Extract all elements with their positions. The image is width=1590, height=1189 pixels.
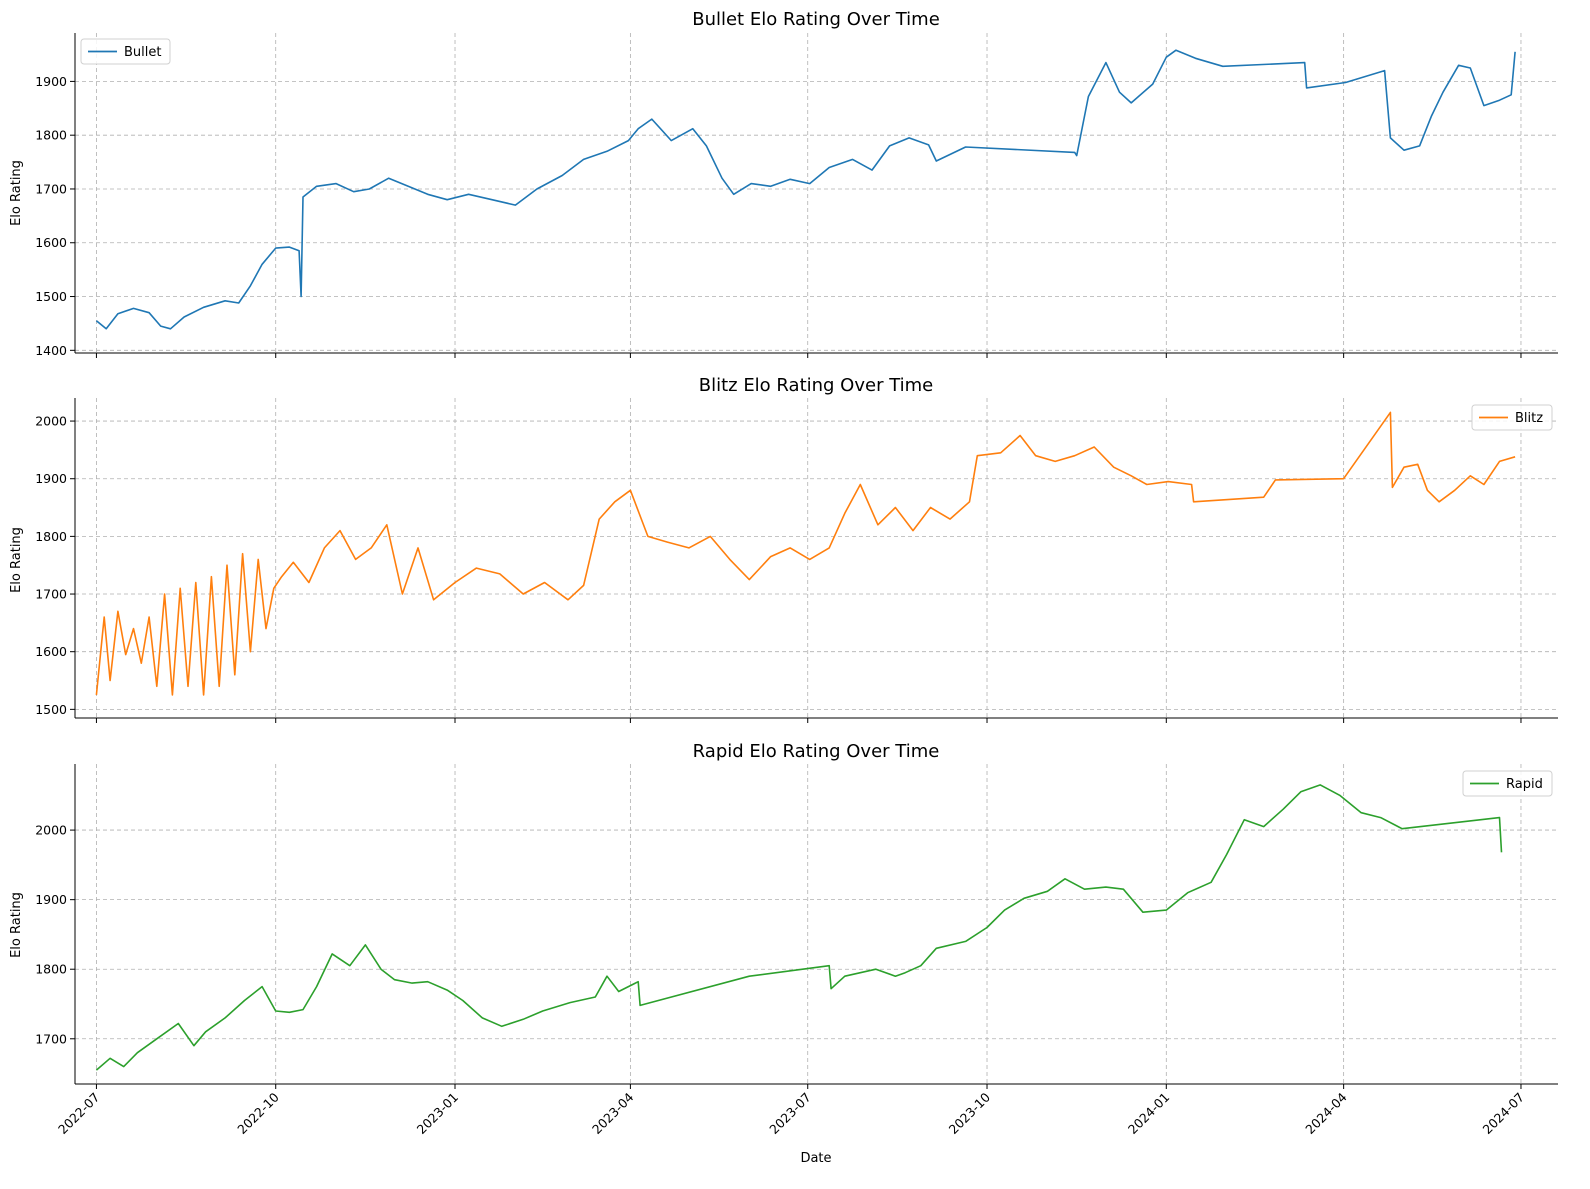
bullet-ytick-label: 1400 xyxy=(35,343,67,358)
blitz-ytick-label: 1900 xyxy=(35,471,67,486)
blitz-ytick-label: 1700 xyxy=(35,587,67,602)
xtick-label: 2023-07 xyxy=(766,1090,814,1138)
bullet-axes: 1400 1500 1600 1700 1800 1900 xyxy=(35,33,1558,358)
bullet-ytick-label: 1600 xyxy=(35,235,67,250)
rapid-ytick-label: 1800 xyxy=(35,962,67,977)
rapid-ylabel: Elo Rating xyxy=(9,892,24,958)
bullet-ylabel: Elo Rating xyxy=(9,160,24,226)
blitz-ytick-label: 1600 xyxy=(35,644,67,659)
rapid-panel: Rapid Elo Rating Over Time 2022-07 2022-1… xyxy=(9,741,1558,1137)
bullet-grid xyxy=(75,33,1558,353)
xtick-label: 2023-04 xyxy=(589,1089,637,1137)
xtick-label: 2024-07 xyxy=(1480,1090,1528,1138)
rapid-ytick-label: 2000 xyxy=(35,823,67,838)
xtick-label: 2023-10 xyxy=(946,1089,994,1137)
rapid-line-layer xyxy=(95,784,1503,1071)
xtick-label: 2024-04 xyxy=(1302,1089,1350,1137)
rapid-legend[interactable]: Rapid xyxy=(1462,770,1553,797)
blitz-ylabel: Elo Rating xyxy=(9,527,24,593)
rapid-ytick-label: 1900 xyxy=(35,892,67,907)
blitz-ytick-label: 2000 xyxy=(35,414,67,429)
bullet-ytick-label: 1900 xyxy=(35,74,67,89)
blitz-ytick-label: 1800 xyxy=(35,529,67,544)
blitz-ytick-label: 1500 xyxy=(35,702,67,717)
blitz-axes: 1500 1600 1700 1800 1900 2000 xyxy=(35,398,1558,723)
xtick-label: 2022-07 xyxy=(55,1090,103,1138)
blitz-legend-box xyxy=(1471,404,1553,431)
blitz-title: Blitz Elo Rating Over Time xyxy=(699,375,934,396)
rapid-series-line xyxy=(95,784,1503,1071)
blitz-panel: Blitz Elo Rating Over Time 1500160017001… xyxy=(9,375,1558,723)
xtick-label: 2023-01 xyxy=(414,1090,462,1138)
bullet-ytick-label: 1700 xyxy=(35,181,67,196)
blitz-line-layer xyxy=(95,411,1516,696)
bullet-title: Bullet Elo Rating Over Time xyxy=(692,9,940,30)
rapid-grid xyxy=(75,764,1558,1084)
bullet-legend-label: Bullet xyxy=(124,45,161,60)
rapid-title: Rapid Elo Rating Over Time xyxy=(693,741,940,762)
bullet-panel: Bullet Elo Rating Over Time 1400 1500 1600… xyxy=(9,9,1558,358)
rapid-legend-box xyxy=(1462,770,1553,797)
rapid-ytick-label: 1700 xyxy=(35,1031,67,1046)
bullet-line-layer xyxy=(95,49,1516,330)
bullet-legend-box xyxy=(80,38,171,65)
blitz-legend[interactable]: Blitz xyxy=(1471,404,1553,431)
bullet-legend[interactable]: Bullet xyxy=(80,38,171,65)
rapid-axes: 2022-07 2022-10 2023-01 2023-04 2023-07 2023-… xyxy=(35,764,1558,1137)
x-axis-label: Date xyxy=(800,1151,831,1166)
blitz-grid xyxy=(75,398,1558,718)
bullet-ytick-label: 1800 xyxy=(35,128,67,143)
xtick-label: 2024-01 xyxy=(1125,1090,1173,1138)
bullet-series-line xyxy=(95,49,1516,330)
rapid-legend-label: Rapid xyxy=(1506,777,1543,792)
bullet-ytick-label: 1500 xyxy=(35,289,67,304)
blitz-series-line xyxy=(95,411,1516,696)
blitz-legend-label: Blitz xyxy=(1515,411,1543,426)
xtick-label: 2022-10 xyxy=(234,1089,282,1137)
